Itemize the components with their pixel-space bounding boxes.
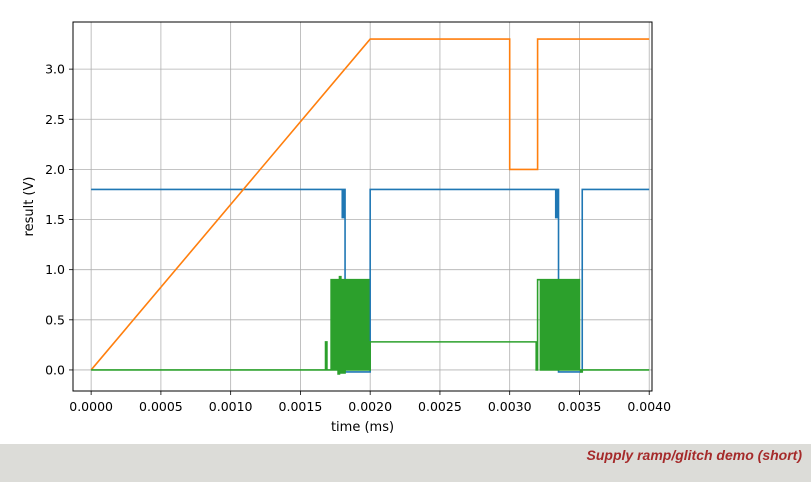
y-tick-label: 1.0 [45,262,65,277]
line-chart: 0.0000 0.0005 0.0010 0.0015 0.0020 0.0025 0.00… [22,21,671,435]
y-tick-label: 0.5 [45,312,65,327]
y-tick-label: 2.5 [45,112,65,127]
y-tick-label: 3.0 [45,62,65,77]
series-line-3 [91,275,650,375]
y-tick-label: 2.0 [45,162,65,177]
y-tick-label: 0.0 [45,362,65,377]
x-tick-label: 0.0020 [348,399,392,414]
series-line-2 [90,38,650,371]
x-tick-label: 0.0040 [627,399,671,414]
caption-text: Supply ramp/glitch demo (short) [586,447,802,463]
series-lines [90,38,650,375]
x-tick-label: 0.0000 [69,399,113,414]
x-axis-label: time (ms) [331,420,394,435]
y-tick-label: 1.5 [45,212,65,227]
x-tick-label: 0.0010 [209,399,253,414]
x-tick-label: 0.0035 [558,399,602,414]
x-tick-label: 0.0005 [139,399,183,414]
y-axis-label: result (V) [22,177,37,237]
axis-ticks: 0.0000 0.0005 0.0010 0.0015 0.0020 0.0025 0.00… [45,62,671,414]
x-tick-label: 0.0015 [279,399,323,414]
plot-frame [72,21,653,392]
caption-bar: Supply ramp/glitch demo (short) [0,444,811,482]
x-tick-label: 0.0025 [418,399,462,414]
x-tick-label: 0.0030 [488,399,532,414]
